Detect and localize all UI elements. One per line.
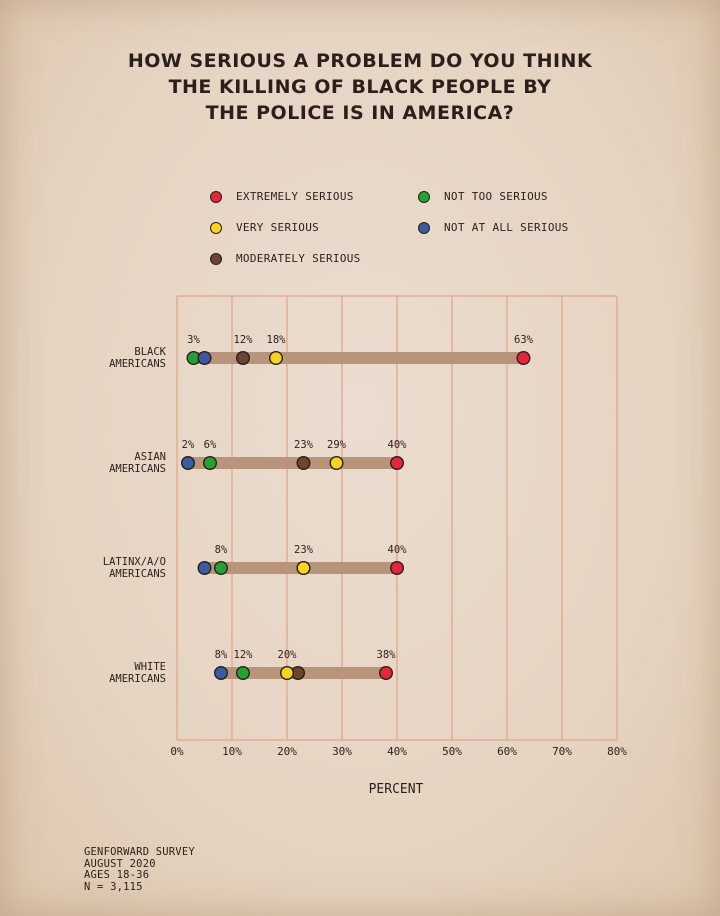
group-label: AMERICANS: [109, 358, 166, 370]
data-point-moderately: [235, 351, 250, 366]
data-point-not-too: [202, 456, 217, 471]
data-point-extremely: [516, 351, 531, 366]
data-label: 38%: [377, 649, 397, 661]
chart-title-line: HOW SERIOUS A PROBLEM DO YOU THINK: [127, 50, 593, 72]
data-label: 2%: [182, 439, 195, 451]
x-tick-label: 70%: [552, 745, 572, 758]
group-label: AMERICANS: [109, 568, 166, 580]
data-point-extremely: [379, 666, 394, 681]
legend-dot: [418, 221, 430, 234]
data-label: 3%: [187, 334, 200, 346]
legend-label: NOT AT ALL SERIOUS: [444, 221, 569, 234]
data-label: 6%: [204, 439, 217, 451]
group-label: LATINX/A/O: [103, 556, 166, 568]
group-label: BLACK: [134, 346, 166, 358]
legend-dot: [210, 252, 222, 265]
x-axis-label: PERCENT: [369, 782, 424, 797]
data-point-very: [269, 351, 284, 366]
data-point-not-too: [235, 666, 250, 681]
data-point-not-at-all: [197, 561, 212, 576]
x-tick-label: 50%: [442, 745, 462, 758]
data-point-not-at-all: [213, 666, 228, 681]
x-tick-label: 80%: [607, 745, 627, 758]
legend-item-not-too: NOT TOO SERIOUS: [418, 190, 548, 203]
data-point-moderately: [296, 456, 311, 471]
legend-label: EXTREMELY SERIOUS: [236, 190, 354, 203]
data-point-not-at-all: [180, 456, 195, 471]
data-label: 8%: [215, 649, 228, 661]
legend-item-very: VERY SERIOUS: [210, 221, 319, 234]
range-bar: [188, 457, 397, 469]
x-tick-label: 20%: [277, 745, 297, 758]
legend-item-moderately: MODERATELY SERIOUS: [210, 252, 361, 265]
legend-label: NOT TOO SERIOUS: [444, 190, 548, 203]
data-point-extremely: [390, 456, 405, 471]
legend-dot: [210, 221, 222, 234]
source-line: GENFORWARD SURVEY: [84, 846, 195, 858]
data-point-not-too: [213, 561, 228, 576]
data-point-not-at-all: [197, 351, 212, 366]
data-label: 18%: [267, 334, 287, 346]
x-tick-label: 60%: [497, 745, 517, 758]
x-tick-label: 40%: [387, 745, 407, 758]
legend-item-not-at-all: NOT AT ALL SERIOUS: [418, 221, 569, 234]
data-label: 8%: [215, 544, 228, 556]
data-label: 63%: [514, 334, 534, 346]
data-label: 12%: [234, 649, 254, 661]
source-note: GENFORWARD SURVEY AUGUST 2020 AGES 18-36…: [84, 846, 195, 893]
data-label: 40%: [388, 544, 408, 556]
chart-title: HOW SERIOUS A PROBLEM DO YOU THINK THE K…: [0, 48, 720, 126]
legend-label: VERY SERIOUS: [236, 221, 320, 234]
data-label: 12%: [234, 334, 254, 346]
x-tick-label: 0%: [170, 745, 184, 758]
data-label: 29%: [327, 439, 347, 451]
data-label: 23%: [294, 439, 314, 451]
chart-title-line: THE KILLING OF BLACK PEOPLE BY: [168, 76, 552, 98]
group-label: ASIAN: [134, 451, 166, 463]
data-point-extremely: [390, 561, 405, 576]
legend-label: MODERATELY SERIOUS: [236, 252, 361, 265]
data-point-very: [296, 561, 311, 576]
data-label: 20%: [278, 649, 298, 661]
group-label: WHITE: [134, 661, 166, 673]
group-label: AMERICANS: [109, 673, 166, 685]
chart-title-line: THE POLICE IS IN AMERICA?: [205, 102, 515, 124]
legend-item-extremely: EXTREMELY SERIOUS: [210, 190, 354, 203]
group-label: AMERICANS: [109, 463, 166, 475]
data-label: 40%: [388, 439, 408, 451]
legend-dot: [418, 190, 430, 203]
legend-dot: [210, 190, 222, 203]
data-label: 23%: [294, 544, 314, 556]
source-line: AUGUST 2020: [84, 857, 156, 870]
x-tick-label: 10%: [222, 745, 242, 758]
source-line: AGES 18-36: [84, 869, 150, 881]
source-line: N = 3,115: [84, 880, 143, 893]
data-point-very: [329, 456, 344, 471]
x-tick-label: 30%: [332, 745, 352, 758]
data-point-very: [280, 666, 295, 681]
